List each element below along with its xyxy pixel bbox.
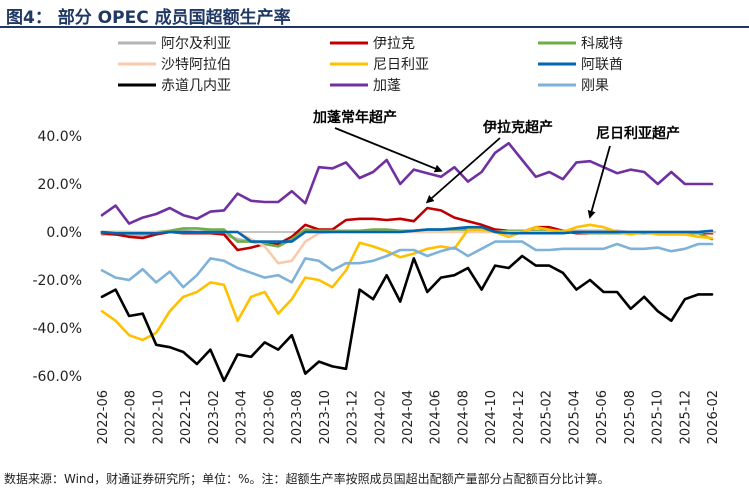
legend-label: 刚果 — [581, 78, 609, 94]
x-tick-label: 2022-06 — [96, 390, 111, 444]
legend-label: 阿联酋 — [581, 56, 623, 73]
x-tick-label: 2023-10 — [318, 390, 333, 444]
annotation-arrow — [425, 137, 501, 204]
annotation-label: 加蓬常年超产 — [312, 109, 397, 126]
y-tick-label: 0.0% — [46, 225, 82, 241]
y-tick-label: 40.0% — [38, 129, 82, 145]
series-line — [100, 141, 714, 225]
x-tick-label: 2023-02 — [207, 390, 222, 444]
y-tick-label: -20.0% — [32, 273, 82, 289]
legend-label: 加蓬 — [373, 78, 401, 94]
series-line — [100, 230, 714, 265]
chart-axes: 40.0% 20.0% 0.0% -20.0% -40.0% -60.0% 2022-06 2… — [32, 129, 721, 444]
annotation-arrow — [587, 145, 611, 219]
y-tick-label: -60.0% — [32, 369, 82, 385]
x-tick-label: 2023-08 — [290, 390, 305, 444]
x-tick-label: 2025-06 — [595, 390, 610, 444]
legend-label: 科威特 — [581, 36, 623, 52]
annotation-arrow — [334, 127, 443, 173]
source-note: 数据来源：Wind，财通证券研究所；单位：%。注：超额生产率按照成员国超出配额产… — [4, 472, 610, 486]
series-line — [100, 225, 714, 243]
annotation-label: 尼日利亚超产 — [596, 125, 680, 142]
x-tick-label: 2024-06 — [429, 390, 444, 444]
legend-label: 尼日利亚 — [373, 57, 429, 73]
x-tick-label: 2025-08 — [623, 390, 638, 444]
x-tick-label: 2022-12 — [179, 390, 194, 444]
legend-label: 伊拉克 — [373, 36, 415, 52]
series-layer — [100, 141, 714, 383]
x-tick-label: 2024-02 — [373, 390, 388, 444]
title-divider — [0, 26, 749, 28]
x-tick-label: 2024-10 — [484, 390, 499, 444]
x-tick-label: 2025-10 — [651, 390, 666, 444]
x-tick-label: 2024-04 — [401, 390, 416, 444]
x-tick-label: 2022-08 — [124, 390, 139, 444]
x-tick-label: 2022-10 — [151, 390, 166, 444]
x-tick-label: 2023-06 — [262, 390, 277, 444]
figure-title: 图4： 部分 OPEC 成员国超额生产率 — [6, 8, 291, 28]
series-line — [100, 254, 714, 383]
x-tick-label: 2025-12 — [678, 390, 693, 444]
y-tick-label: 20.0% — [38, 177, 82, 193]
x-tick-label: 2025-02 — [540, 390, 555, 444]
series-line — [100, 240, 714, 289]
x-tick-label: 2026-02 — [706, 390, 721, 444]
x-tick-label: 2024-12 — [512, 390, 527, 444]
legend-label: 阿尔及利亚 — [161, 36, 231, 52]
legend-label: 沙特阿拉伯 — [161, 57, 231, 73]
x-tick-label: 2023-04 — [235, 390, 250, 444]
x-tick-label: 2023-12 — [346, 390, 361, 444]
legend-label: 赤道几内亚 — [161, 78, 231, 94]
series-line — [100, 223, 714, 342]
x-tick-label: 2024-08 — [456, 390, 471, 444]
x-tick-label: 2025-04 — [567, 390, 582, 444]
annotation-label: 伊拉克超产 — [482, 119, 553, 136]
y-tick-label: -40.0% — [32, 321, 82, 337]
